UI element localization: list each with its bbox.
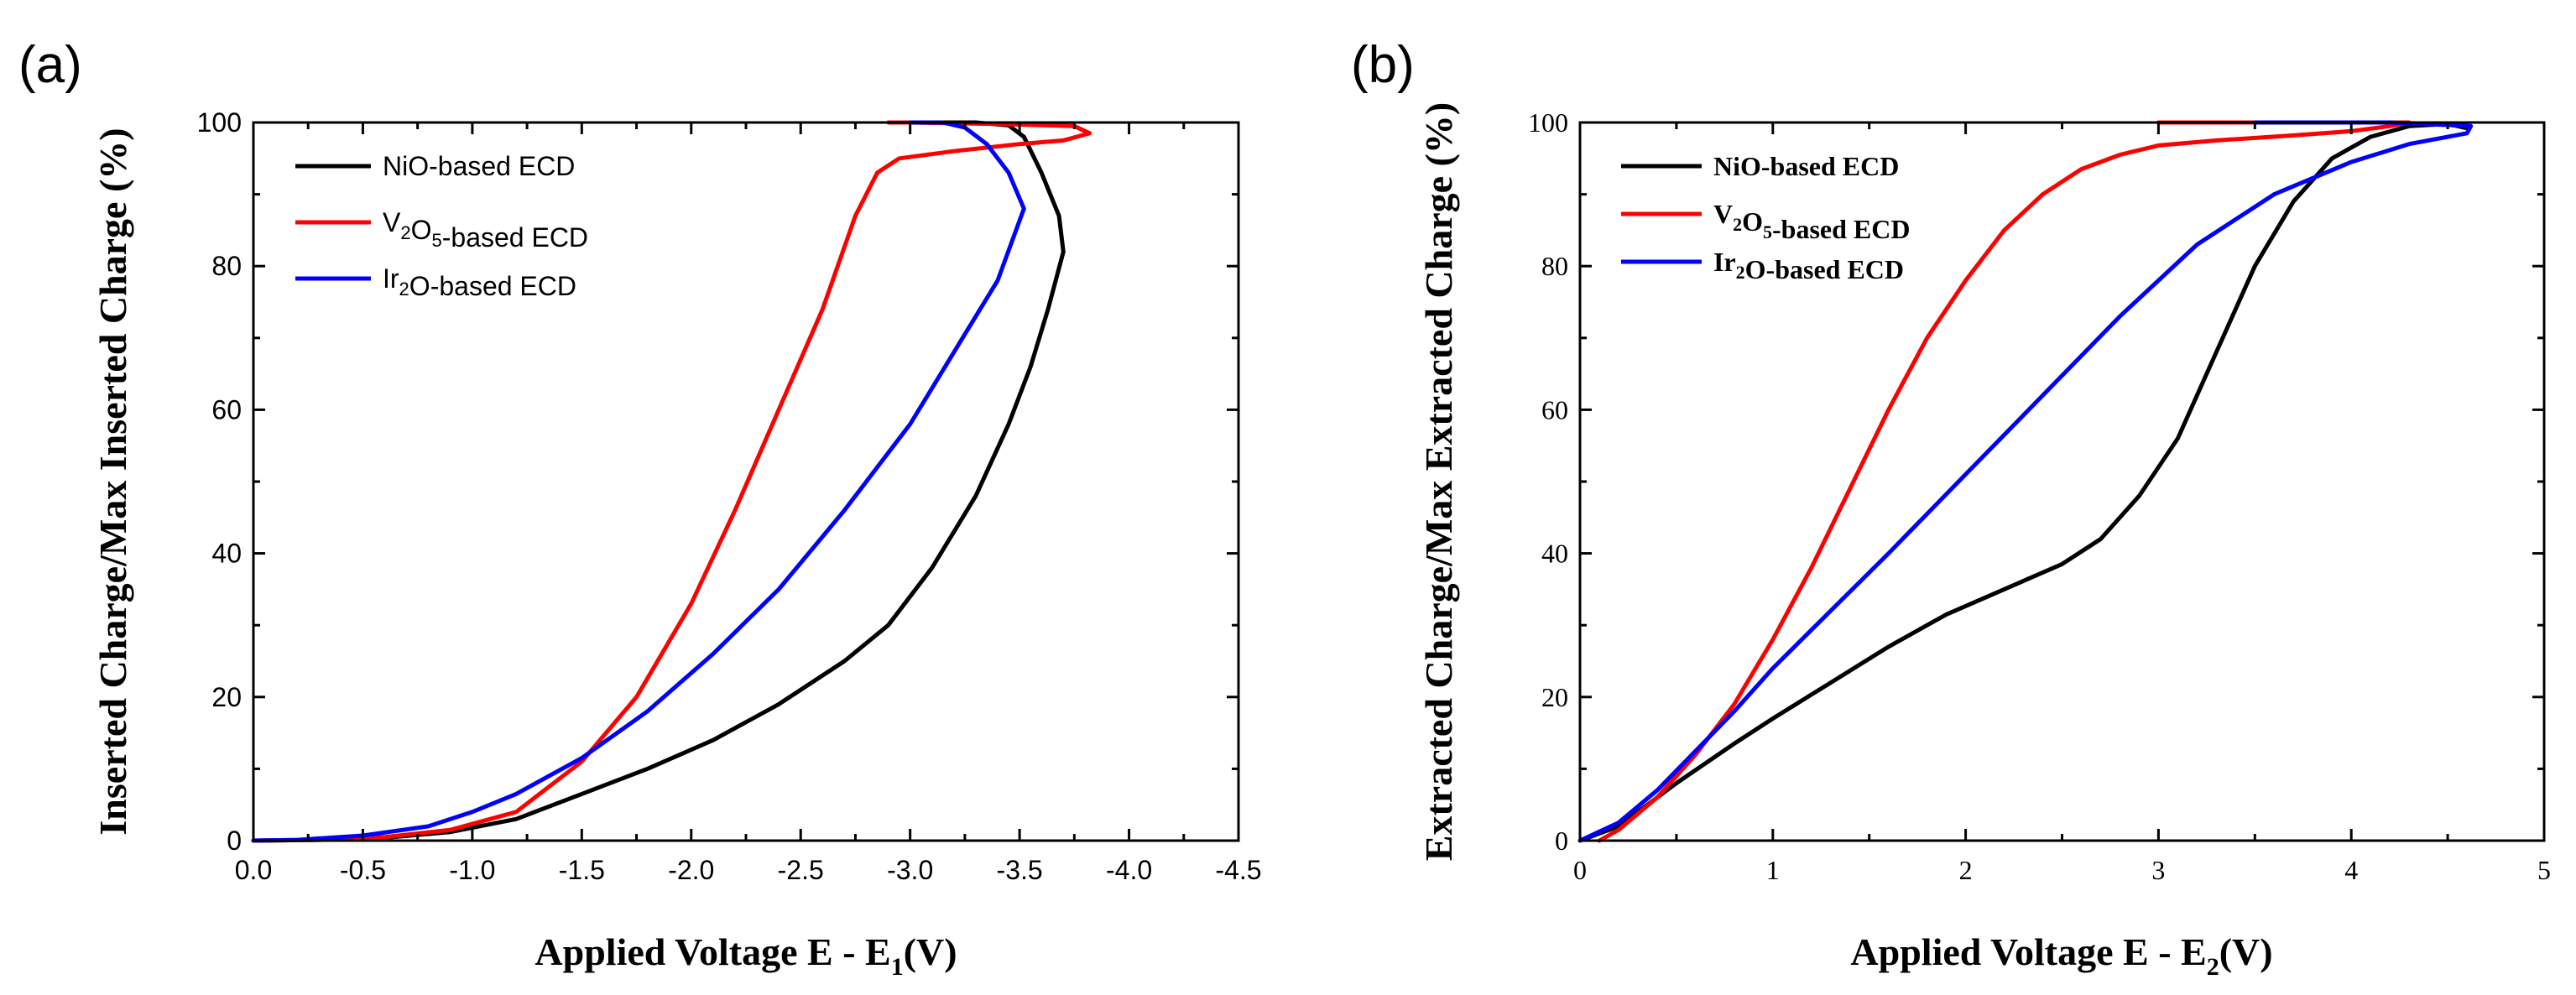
x-tick-label: -1.0 (449, 855, 495, 885)
panel-label: (a) (18, 36, 82, 94)
y-tick-label: 80 (211, 251, 242, 281)
legend-label: V2O5-based ECD (383, 207, 588, 253)
legend-label: NiO-based ECD (1713, 151, 1899, 181)
x-tick-label: 2 (1959, 855, 1973, 885)
x-tick-label: -4.0 (1106, 855, 1152, 885)
y-tick-label: 60 (211, 394, 242, 425)
panel-label: (b) (1351, 36, 1415, 94)
x-tick-label: -2.0 (668, 855, 714, 885)
y-tick-label: 80 (1541, 251, 1568, 281)
y-tick-label: 40 (1541, 539, 1568, 569)
x-tick-label: 5 (2537, 855, 2551, 885)
x-tick-label: -0.5 (340, 855, 386, 885)
x-tick-label: -4.5 (1215, 855, 1261, 885)
legend: NiO-based ECD V2O5-based ECD Ir2O-based EC… (295, 151, 588, 301)
x-axis-title: Applied Voltage E - E1(V) (534, 930, 957, 981)
y-tick-label: 60 (1541, 394, 1568, 425)
series-line-ir2o-based-ecd (1577, 120, 2474, 843)
x-axis-title: Applied Voltage E - E2(V) (1850, 930, 2272, 981)
y-tick-label: 20 (1541, 682, 1568, 712)
series-line-v2o5-based-ecd (251, 120, 1092, 843)
x-tick-label: -3.5 (997, 855, 1043, 885)
y-tick-label: 40 (211, 539, 242, 569)
series-line-v2o5-based-ecd (1597, 120, 2412, 843)
x-tick-label: 1 (1766, 855, 1780, 885)
x-tick-label: 4 (2344, 855, 2358, 885)
x-tick-label: -2.5 (778, 855, 824, 885)
plot-frame (1578, 121, 2546, 842)
y-axis-title: Inserted Charge/Max Inserted Charge (%) (91, 128, 134, 835)
x-tick-label: 0.0 (235, 855, 272, 885)
y-tick-label: 20 (211, 682, 242, 712)
y-tick-label: 0 (227, 826, 242, 856)
legend-label: Ir2O-based ECD (383, 263, 576, 301)
y-tick-label: 0 (1555, 826, 1568, 856)
legend-label: NiO-based ECD (383, 151, 575, 181)
y-tick-label: 100 (197, 107, 242, 138)
y-axis-title: Extracted Charge/Max Extracted Charge (%… (1417, 102, 1460, 861)
x-tick-label: -3.0 (887, 855, 933, 885)
legend-label: V2O5-based ECD (1713, 199, 1910, 244)
x-tick-label: 0 (1573, 855, 1587, 885)
x-tick-label: 3 (2151, 855, 2165, 885)
series-line-nio-based-ecd (1577, 122, 2469, 843)
series-line-ir2o-based-ecd (251, 120, 1026, 843)
chart-panel-b: (b) 0 1 2 3 4 5 0 20 40 60 80 100 Applied Voltage E -… (1351, 36, 2551, 981)
x-tick-label: -1.5 (559, 855, 605, 885)
series-line-nio-based-ecd (251, 120, 1066, 843)
legend-label: Ir2O-based ECD (1713, 247, 1904, 284)
chart-panel-a: (a) 0.0 -0.5 -1.0 -1.5 -2.0 -2.5 -3.0 -3.5 -4.0 -4… (18, 36, 1262, 981)
y-tick-label: 100 (1528, 107, 1568, 138)
